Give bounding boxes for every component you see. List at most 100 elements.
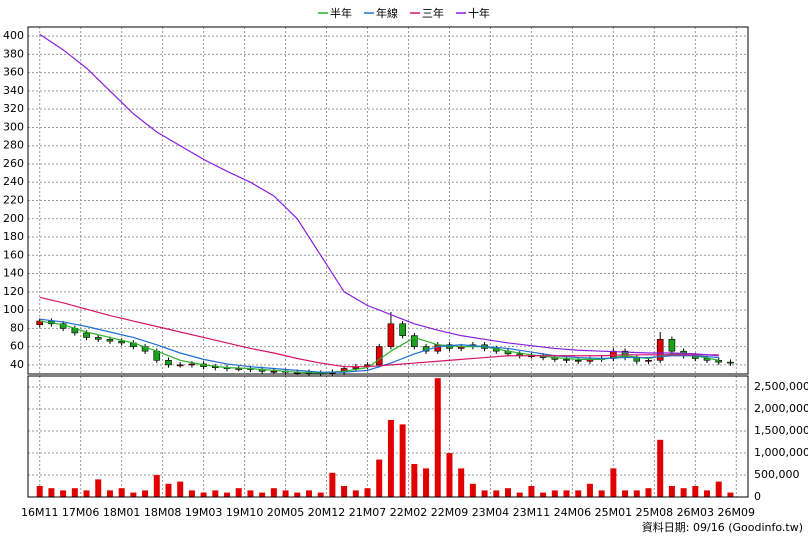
volume-bar — [622, 490, 629, 497]
volume-bar — [165, 483, 172, 497]
candle-body — [94, 337, 102, 340]
volume-bar — [95, 479, 102, 497]
source-note: 資料日期: 09/16 (Goodinfo.tw) — [642, 520, 803, 534]
candle-body — [434, 344, 442, 352]
volume-bar — [423, 468, 430, 497]
candle-body — [645, 360, 652, 362]
x-tick-label: 16M11 — [21, 506, 59, 519]
x-tick-label: 17M06 — [62, 506, 100, 519]
x-tick-label: 25M01 — [595, 506, 633, 519]
volume-bar — [551, 490, 558, 497]
candle-body — [188, 363, 196, 366]
volume-bar — [153, 475, 160, 497]
volume-bar — [212, 490, 219, 497]
volume-bar — [528, 486, 535, 497]
x-tick-label: 19M10 — [226, 506, 264, 519]
volume-bar — [130, 492, 137, 497]
candle-body — [270, 370, 278, 373]
volume-tick-label: 2,500,000 — [754, 380, 808, 393]
legend-label: 年線 — [376, 6, 398, 20]
y-tick-label: 280 — [3, 139, 24, 152]
volume-bar — [598, 490, 605, 497]
y-tick-label: 100 — [3, 303, 24, 316]
y-tick-label: 300 — [3, 120, 24, 133]
candle-body — [446, 344, 453, 349]
x-tick-label: 18M08 — [144, 506, 182, 519]
volume-bar — [118, 488, 125, 497]
y-tick-label: 80 — [10, 321, 24, 334]
candle-body — [727, 361, 734, 364]
volume-bar — [469, 483, 476, 497]
volume-bar — [200, 492, 207, 497]
volume-bar — [680, 488, 687, 497]
volume-bar — [48, 488, 55, 497]
price-frame — [27, 26, 749, 375]
volume-bar — [188, 490, 195, 497]
x-tick-label: 25M08 — [636, 506, 674, 519]
volume-bar — [71, 488, 78, 497]
volume-bar — [715, 481, 722, 497]
volume-bar — [610, 468, 617, 497]
candle-body — [106, 338, 114, 342]
x-tick-label: 19M03 — [185, 506, 223, 519]
volume-tick-label: 500,000 — [754, 468, 800, 481]
volume-bar — [411, 464, 418, 497]
candle-body — [411, 335, 418, 347]
x-tick-label: 22M09 — [431, 506, 469, 519]
ma-line — [39, 33, 719, 357]
volume-bar — [352, 490, 359, 497]
volume-bar — [294, 492, 301, 497]
volume-bar — [645, 488, 652, 497]
y-tick-label: 220 — [3, 194, 24, 207]
volume-bar — [36, 486, 43, 497]
x-tick-label: 24M06 — [554, 506, 592, 519]
volume-bar — [317, 492, 324, 497]
legend-label: 三年 — [422, 6, 444, 20]
volume-bar — [305, 490, 312, 497]
candle-body — [165, 360, 172, 366]
y-tick-label: 180 — [3, 230, 24, 243]
volume-bar — [387, 420, 394, 497]
candle-body — [563, 359, 570, 361]
x-tick-label: 23M11 — [513, 506, 551, 519]
x-tick-label: 26M09 — [718, 506, 756, 519]
volume-bar — [481, 490, 488, 497]
volume-bar — [692, 486, 699, 497]
y-tick-label: 340 — [3, 84, 24, 97]
volume-tick-label: 1,000,000 — [754, 446, 808, 459]
volume-bar — [668, 486, 675, 497]
ma-line — [39, 296, 719, 368]
x-tick-label: 20M12 — [308, 506, 346, 519]
volume-bar — [563, 490, 570, 497]
volume-bar — [60, 490, 67, 497]
volume-tick-label: 2,000,000 — [754, 402, 808, 415]
y-tick-label: 260 — [3, 157, 24, 170]
volume-bar — [259, 492, 266, 497]
volume-bar — [458, 468, 465, 497]
volume-bar — [224, 492, 231, 497]
candle-body — [715, 360, 723, 363]
volume-bar — [446, 453, 453, 497]
volume-bar — [364, 488, 371, 497]
x-tick-label: 22M02 — [390, 506, 428, 519]
volume-bar — [657, 439, 664, 497]
y-tick-label: 160 — [3, 248, 24, 261]
volume-bar — [633, 490, 640, 497]
y-tick-label: 380 — [3, 47, 24, 60]
volume-bar — [540, 492, 547, 497]
y-tick-label: 140 — [3, 267, 24, 280]
volume-bar — [177, 481, 184, 497]
volume-bar — [516, 492, 523, 497]
candle-body — [83, 332, 90, 338]
y-tick-label: 400 — [3, 29, 24, 42]
y-tick-label: 120 — [3, 285, 24, 298]
candle-body — [176, 364, 184, 367]
y-tick-label: 40 — [10, 358, 24, 371]
x-tick-label: 21M07 — [349, 506, 387, 519]
y-tick-label: 60 — [10, 340, 24, 353]
volume-bar — [493, 490, 500, 497]
volume-bar — [282, 490, 289, 497]
candle-body — [399, 323, 406, 336]
volume-bar — [83, 490, 90, 497]
